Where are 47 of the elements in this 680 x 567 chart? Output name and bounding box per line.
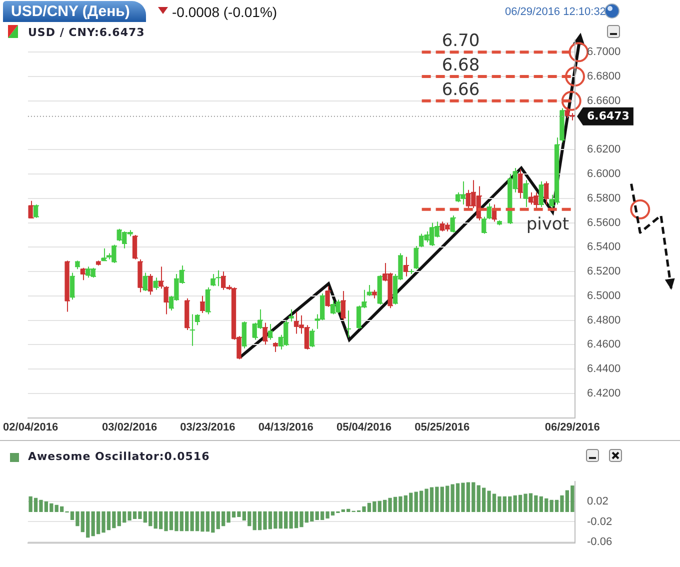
x-tick-label: 02/04/2016 [3, 421, 58, 434]
text: USD / CNY:6.6473 [28, 26, 145, 39]
ref-line-label: 6.70 [442, 31, 480, 52]
y-tick-label: 6.5800 [587, 192, 621, 204]
x-tick-label: 04/13/2016 [258, 421, 314, 434]
candlestick [366, 284, 372, 296]
candlestick [340, 290, 346, 321]
candlestick [33, 204, 38, 218]
x-tick-label: 05/25/2016 [414, 421, 470, 434]
candlestick [70, 272, 75, 300]
candlestick [132, 234, 138, 260]
ref-line-label: 6.68 [442, 56, 480, 76]
candlestick [96, 260, 102, 266]
candlestick [242, 321, 246, 349]
candlestick [205, 286, 210, 315]
chart-title: Awesome Oscillator:0.0516 [28, 450, 210, 463]
y-tick-label: -0.06 [587, 536, 612, 548]
text: 06/29/2016 12:10:32 [505, 6, 606, 18]
y-tick-label: 0.02 [587, 496, 608, 508]
x-tick-label: 03/23/2016 [180, 421, 236, 434]
x-tick-label: 06/29/2016 [544, 421, 600, 434]
y-tick-label: 6.6200 [587, 144, 621, 156]
y-tick-label: 6.6000 [587, 168, 621, 180]
y-tick-label: 6.5200 [587, 266, 621, 278]
candlestick [138, 258, 142, 293]
ref-line-label: 6.66 [442, 80, 480, 100]
x-tick-label: 03/02/2016 [102, 421, 158, 434]
y-tick-label: 6.4800 [587, 314, 621, 326]
y-tick-label: 6.4200 [587, 387, 621, 400]
candlestick [496, 220, 502, 226]
y-tick-label: 6.5600 [587, 216, 621, 229]
y-tick-label: 6.4600 [587, 338, 621, 351]
y-tick-label: 6.4400 [587, 363, 621, 376]
candlestick [268, 323, 273, 340]
candlestick [377, 274, 382, 305]
chart-title: USD/CNY (День) [3, 1, 146, 22]
y-tick-label: 6.5000 [587, 290, 621, 302]
ref-line-label: pivot [526, 214, 570, 234]
ref-line-label: 6.6473 [587, 109, 630, 122]
y-tick-label: 6.6600 [587, 94, 621, 107]
candlestick [518, 168, 523, 199]
candlestick [408, 268, 414, 274]
y-tick-label: 6.5400 [587, 241, 621, 254]
x-tick-label: 05/04/2016 [336, 421, 392, 434]
y-tick-label: -0.02 [587, 516, 612, 528]
chart-subtitle: -0.0008 (-0.01%) [172, 4, 278, 20]
y-tick-label: 6.6800 [587, 70, 621, 83]
